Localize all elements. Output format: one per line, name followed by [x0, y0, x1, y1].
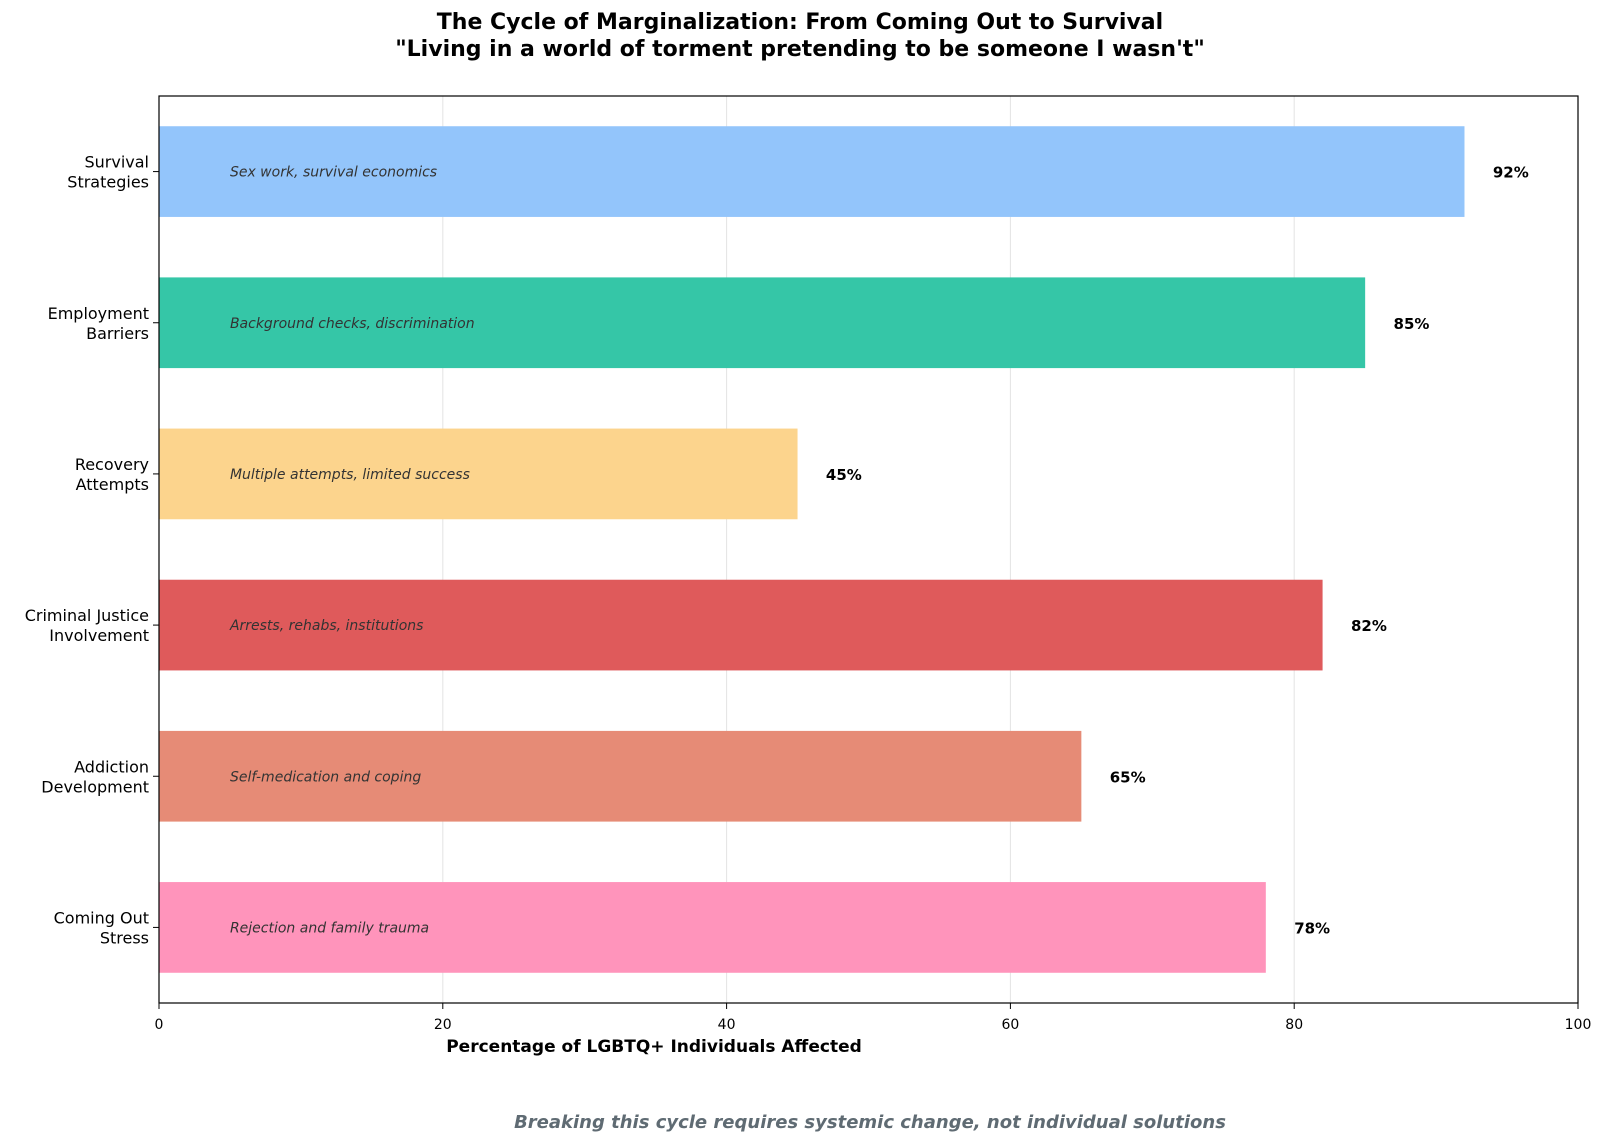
y-tick-label: Addiction Development [41, 757, 149, 796]
bars [159, 126, 1465, 973]
y-tick-label: Employment Barriers [48, 304, 149, 343]
bar-annotations: Rejection and family trauma Self-medicati… [229, 165, 475, 937]
bar [159, 428, 798, 520]
x-tick-label: 60 [1001, 1017, 1019, 1033]
bar-annotation: Multiple attempts, limited success [230, 467, 470, 483]
value-labels: 78% 65% 82% 45% 85% 92% [826, 164, 1529, 938]
y-tick-label: Survival Strategies [67, 153, 149, 192]
x-tick-label: 20 [434, 1017, 452, 1033]
bar-annotation: Rejection and family trauma [230, 920, 429, 936]
x-tick-label: 0 [155, 1017, 164, 1033]
value-label: 78% [1294, 919, 1330, 937]
x-tick-label: 100 [1565, 1017, 1592, 1033]
bar-annotation: Background checks, discrimination [230, 316, 475, 332]
bar-annotation: Sex work, survival economics [230, 165, 437, 181]
chart-subtitle: "Living in a world of torment pretending… [395, 37, 1205, 62]
value-label: 45% [826, 466, 862, 484]
chart-title: The Cycle of Marginalization: From Comin… [437, 10, 1163, 35]
y-tick-label: Coming Out Stress [54, 908, 149, 947]
y-axis-ticks: Coming Out Stress Addiction Development Crim… [25, 153, 159, 947]
y-tick-label: Criminal Justice Involvement [25, 606, 149, 645]
x-axis-ticks: 0 20 40 60 80 100 [155, 1003, 1592, 1033]
bar-annotation: Self-medication and coping [230, 769, 421, 785]
footer-note: Breaking this cycle requires systemic ch… [514, 1112, 1226, 1133]
bar [159, 126, 1465, 217]
y-tick-label: Recovery Attempts [75, 455, 149, 494]
bar [159, 277, 1366, 369]
plot-frame [158, 95, 1579, 1004]
value-label: 85% [1394, 315, 1430, 333]
grid-lines [442, 96, 1295, 1003]
value-label: 92% [1493, 164, 1529, 182]
bar-annotation: Arrests, rehabs, institutions [229, 618, 424, 634]
bar [159, 579, 1323, 671]
bar [159, 882, 1266, 973]
value-label: 82% [1351, 617, 1387, 635]
bar [159, 730, 1082, 822]
x-tick-label: 80 [1285, 1017, 1303, 1033]
value-label: 65% [1110, 768, 1146, 786]
x-tick-label: 40 [718, 1017, 736, 1033]
x-axis-label: Percentage of LGBTQ+ Individuals Affecte… [446, 1037, 862, 1057]
